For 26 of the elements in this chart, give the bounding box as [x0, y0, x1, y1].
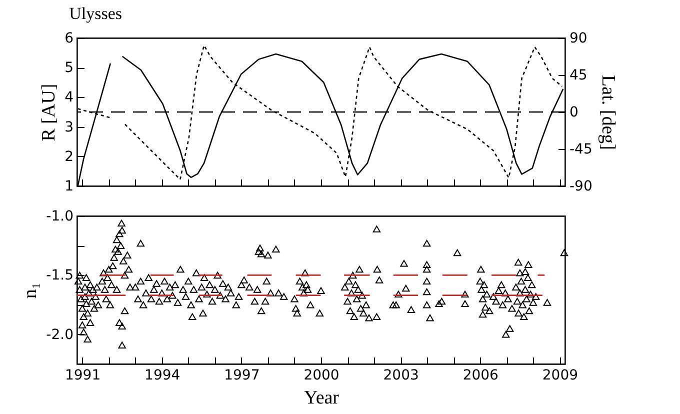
y-tick-label: 5 — [64, 60, 74, 76]
y2-tick-label: 45 — [570, 68, 588, 84]
y2-tick-label: 0 — [570, 104, 578, 120]
x-tick-label: 2000 — [304, 368, 340, 384]
y-tick-label: -1.0 — [46, 208, 74, 224]
x-tick-label: 1997 — [224, 368, 260, 384]
y-tick-label: 6 — [64, 30, 74, 46]
y-axis-title: n₁ — [20, 282, 42, 299]
y2-tick-label: -90 — [570, 178, 592, 194]
y-tick-label: -2.0 — [46, 326, 74, 343]
y-tick-label: 2 — [64, 148, 74, 165]
x-tick-label: 2006 — [462, 368, 499, 384]
x-axis-title: Year — [304, 388, 340, 408]
y-axis-title: R [AU] — [38, 84, 60, 142]
x-tick-label: 1994 — [144, 368, 180, 384]
y2-tick-label: -45 — [570, 142, 592, 158]
chart-title: Ulysses — [69, 4, 122, 23]
y-tick-label: 4 — [64, 90, 74, 106]
y2-axis-title: Lat. [deg] — [597, 75, 618, 150]
x-tick-label: 1991 — [64, 368, 101, 384]
x-tick-label: 2009 — [542, 368, 578, 384]
y-tick-label: 3 — [64, 119, 74, 136]
y-tick-label: 1 — [64, 178, 74, 194]
x-tick-label: 2003 — [383, 368, 419, 384]
y-tick-label: -1.5 — [46, 268, 74, 284]
y2-tick-label: 90 — [570, 30, 588, 46]
